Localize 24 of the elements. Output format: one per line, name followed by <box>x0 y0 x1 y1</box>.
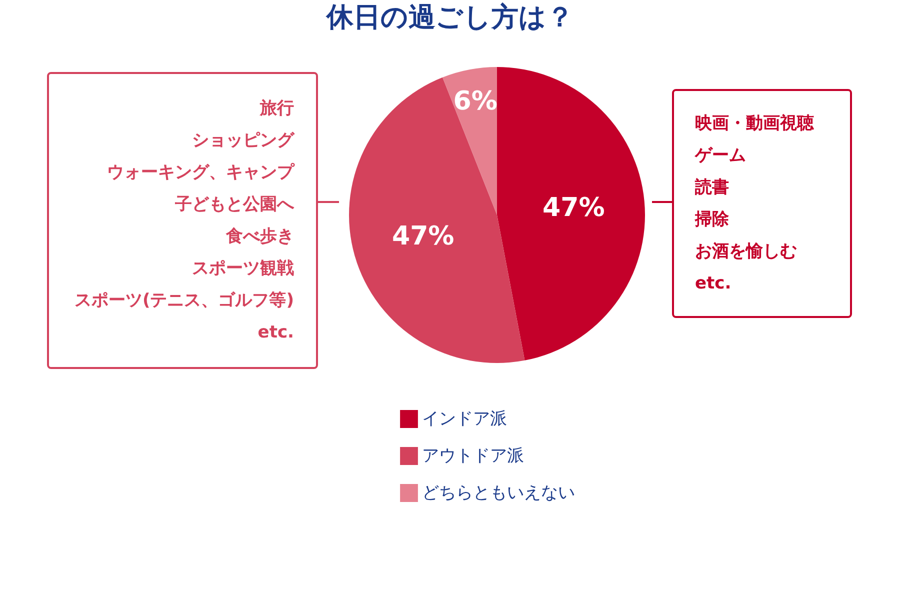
legend-label: どちらともいえない <box>422 483 575 503</box>
legend-label: アウトドア派 <box>422 446 524 466</box>
text: ショッピング <box>192 130 295 150</box>
text: 子どもと公園へ <box>174 194 295 214</box>
text: 読書 <box>694 178 729 198</box>
pie-slice <box>442 67 497 215</box>
text: 掃除 <box>694 210 730 230</box>
text: ゲーム <box>694 146 746 166</box>
text: お酒を愉しむ <box>695 242 797 262</box>
text: スポーツ(テニス、ゴルフ等) <box>74 290 294 310</box>
chart-title: 休日の過ごし方は？ <box>326 2 574 33</box>
data-label: 6% <box>453 86 498 117</box>
text: ウォーキング、キャンプ <box>107 162 295 182</box>
text: etc. <box>258 322 294 342</box>
data-label: 47% <box>542 192 605 223</box>
text: 旅行 <box>259 98 294 118</box>
text: etc. <box>695 274 732 294</box>
text: 食べ歩き <box>225 226 294 246</box>
pie-slice <box>497 67 645 360</box>
text: スポーツ観戦 <box>192 258 294 278</box>
text: 映画・動画視聴 <box>695 114 815 134</box>
legend-label: インドア派 <box>422 409 507 429</box>
pie-slice <box>349 77 525 363</box>
data-label: 47% <box>392 221 454 252</box>
